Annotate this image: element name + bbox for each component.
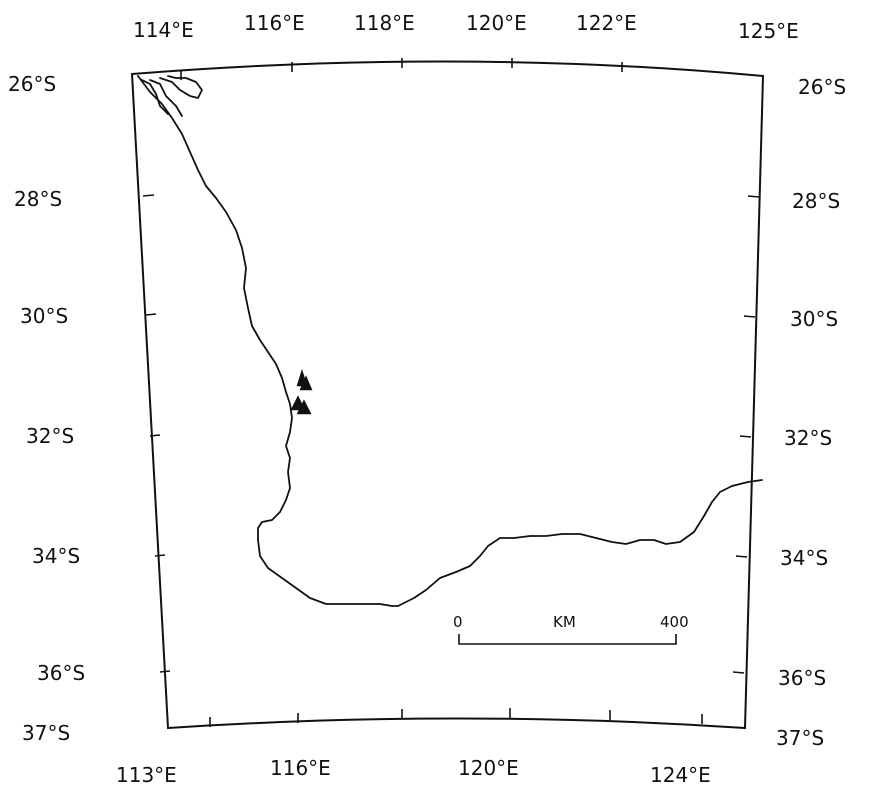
scale-end-label: 400 [660,613,689,631]
lat-label-left: 37°S [22,721,70,745]
tick-left [159,670,171,673]
lat-label-left: 26°S [8,72,56,96]
lat-label-left: 30°S [20,304,68,328]
lon-label-bottom: 116°E [270,756,331,780]
tick-left [142,194,155,197]
marker-triangle [299,375,313,391]
lon-label-top: 114°E [133,18,194,42]
coastline [137,75,763,607]
shark-bay-island-1 [141,79,169,115]
tick-right [747,195,760,198]
lat-label-right: 34°S [780,546,828,570]
scale-start-label: 0 [453,613,463,631]
lon-label-top: 122°E [576,11,637,35]
lat-label-left: 32°S [26,424,74,448]
tick-right [735,555,748,558]
lon-label-bottom: 124°E [650,763,711,787]
tick-left [154,554,166,557]
lat-label-right: 26°S [798,75,846,99]
lat-label-right: 36°S [778,666,826,690]
scale-unit-label: KM [553,613,576,631]
lon-label-top: 125°E [738,19,799,43]
lat-label-left: 28°S [14,187,62,211]
lat-label-right: 37°S [776,726,824,750]
tick-left [145,313,157,316]
lat-label-left: 34°S [32,544,80,568]
lon-label-top: 120°E [466,11,527,35]
lon-label-top: 116°E [244,11,305,35]
lat-label-right: 28°S [792,189,840,213]
map-frame [130,60,765,730]
marker-triangle [296,399,312,415]
lon-label-bottom: 113°E [116,763,177,787]
tick-right [743,315,756,318]
scale-bar-line [458,634,677,645]
lat-label-right: 30°S [790,307,838,331]
tick-left [149,434,161,437]
lat-label-left: 36°S [37,661,85,685]
lat-label-right: 32°S [784,426,832,450]
lon-label-bottom: 120°E [458,756,519,780]
shark-bay-island-2 [149,79,183,117]
tick-right [739,435,752,438]
tick-right [732,671,745,674]
lon-label-top: 118°E [354,11,415,35]
